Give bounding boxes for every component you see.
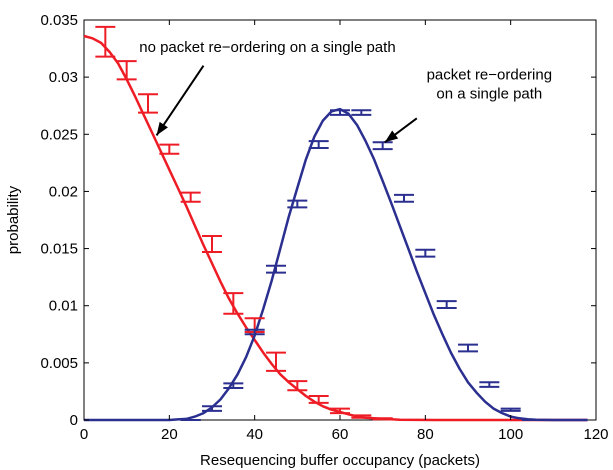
x-tick-label: 80 [417,426,434,443]
y-tick-label: 0.015 [40,241,78,258]
series-1-errorbar [372,141,393,151]
series-1-errorbar [223,382,244,389]
y-tick-label: 0 [70,412,78,429]
series-0-errorbar [159,143,180,155]
y-tick-label: 0.03 [49,69,78,86]
series-0-errorbar [202,235,222,253]
series-1-errorbar [202,405,222,412]
series-1-errorbar [500,407,521,412]
series-1-errorbar [308,140,329,149]
series-1-errorbar [244,328,265,336]
series-0-errorbar [95,25,116,58]
x-tick-label: 20 [161,426,178,443]
series-0-errorbar [308,395,329,404]
series-0-curve [83,34,588,422]
annotation-arrow-head [384,130,399,143]
y-axis-label: probability [5,185,22,254]
x-tick-label: 120 [583,426,608,443]
x-tick-label: 40 [246,426,263,443]
series-0-errorbar [116,60,137,81]
x-tick-label: 0 [80,426,88,443]
series-1-errorbar [351,109,372,116]
series-1-errorbar [458,343,478,353]
y-tick-label: 0.02 [49,183,78,200]
annotation-arrow-shaft [155,65,205,136]
series-1-errorbar [415,248,436,258]
series-1-errorbar [436,300,457,309]
series-0-errorbar [180,191,201,203]
series-1-errorbar [330,109,350,116]
series-0-errorbar [372,417,393,421]
series-1-errorbar [266,264,286,274]
annotation-text: no packet re−ordering on a single path [139,39,395,56]
annotation-arrow-head [156,121,168,136]
plot-area [83,19,597,421]
series-1-errorbar [394,193,414,203]
series-0-errorbar [223,292,244,315]
series-0-errorbar [330,407,350,415]
annotation-line: packet re−ordering [427,66,553,83]
y-tick-label: 0.025 [40,126,78,143]
series-1-curve [84,107,588,422]
y-tick-label: 0.035 [40,12,78,29]
series-0-errorbar [266,351,286,372]
annotation-text: packet re−ordering on a single path [427,66,553,102]
series-1-errorbar [287,199,308,209]
x-tick-label: 100 [498,426,523,443]
series-0-errorbar [287,380,308,392]
annotation-1: packet re−ordering on a single path [384,66,553,144]
x-tick-label: 60 [332,426,349,443]
series-1-errorbar [479,381,500,388]
x-axis-label: Resequencing buffer occupancy (packets) [200,452,480,469]
series-0-errorbar [138,93,158,114]
annotation-0: no packet re−ordering on a single path [139,39,396,136]
y-tick-label: 0.005 [40,355,78,372]
annotation-line: no packet re−ordering on a single path [139,39,395,56]
series-0-errorbar [351,414,372,419]
y-tick-label: 0.01 [49,298,78,315]
annotation-line: on a single path [436,85,542,102]
